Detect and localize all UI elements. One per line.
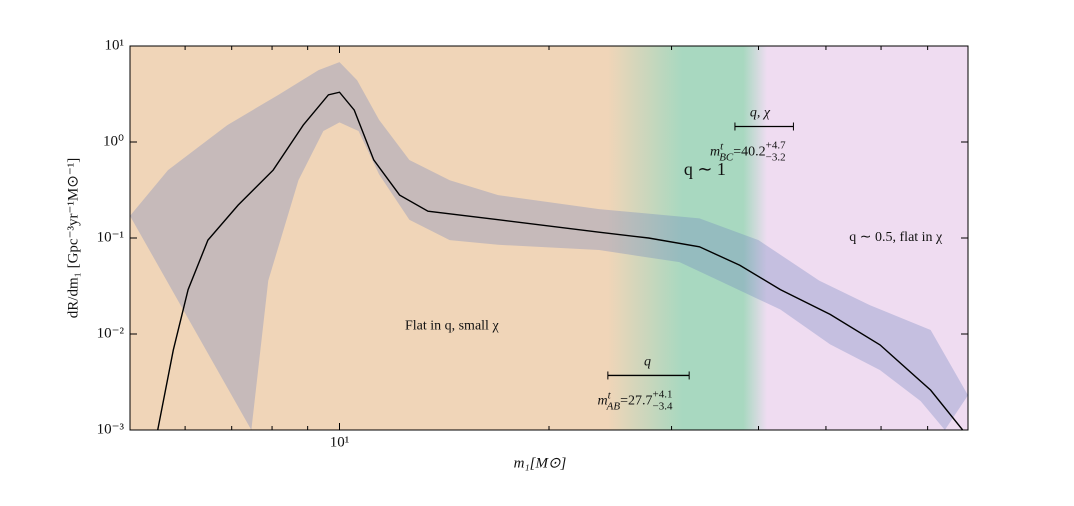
value: =40.2 [733,145,765,160]
plot-area [130,62,968,430]
minus: −3.2 [766,151,786,163]
plot-background [130,46,968,430]
minus: −3.4 [652,400,672,412]
subscript: AB [606,400,621,412]
transition-label: q [644,355,651,370]
subscript: BC [719,151,734,163]
symbol: m [710,145,720,160]
superscript: t [608,389,612,401]
y-tick-label: 10¹ [105,37,125,53]
y-tick-label: 10⁰ [103,133,124,149]
x-tick-label: 10¹ [330,434,350,450]
plus: +4.1 [652,388,672,400]
symbol: m [597,394,607,409]
annotation: Flat in q, small χ [405,319,500,334]
annotation: q ∼ 1 [684,159,726,179]
x-axis-label: m₁[M⊙] [514,455,567,471]
uncertainty-band [130,62,968,430]
transition-label: q, χ [750,106,771,121]
y-tick-label: 10⁻² [97,325,125,341]
y-axis-label: dR/dm₁ [Gpc⁻³yr⁻¹M⊙⁻¹] [65,158,81,318]
annotation: q ∼ 0.5, flat in χ [849,230,943,245]
y-tick-label: 10⁻¹ [97,229,124,245]
transition-value: mt BC=40.2+4.7 −3.2 [710,139,786,163]
y-tick-label: 10⁻³ [97,421,125,437]
median-line [157,91,964,430]
plus: +4.7 [766,139,786,151]
transition-value: mt AB=27.7+4.1 −3.4 [597,388,673,412]
value: =27.7 [620,394,652,409]
superscript: t [720,140,724,152]
